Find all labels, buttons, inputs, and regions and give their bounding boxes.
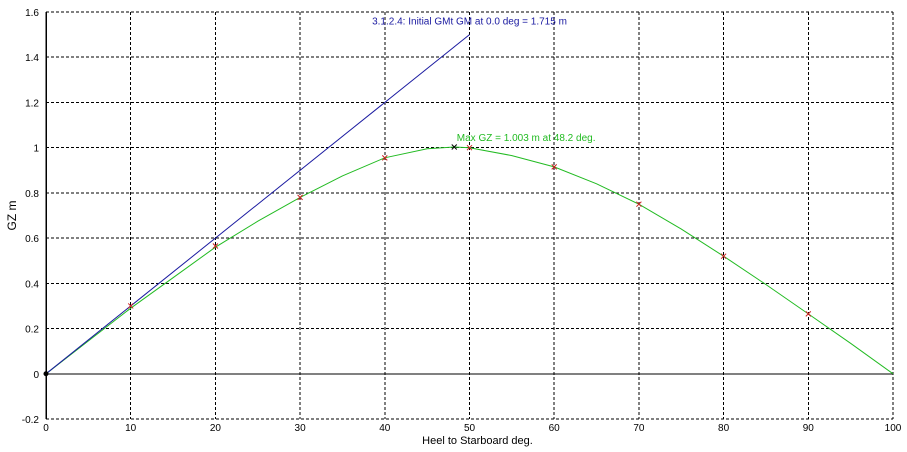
x-tick-label: 20	[210, 423, 222, 434]
x-tick-label: 90	[803, 423, 815, 434]
max-gz-annotation: Max GZ = 1.003 m at 48.2 deg.	[457, 133, 596, 144]
max-gz-marker	[451, 144, 458, 150]
y-tick-label: 1.2	[25, 98, 39, 109]
y-tick-label: 1	[33, 144, 39, 155]
y-tick-label: 0.8	[25, 189, 39, 200]
annotation-layer: 3.1.2.4: Initial GMt GM at 0.0 deg = 1.7…	[372, 16, 595, 143]
data-marker	[381, 154, 388, 161]
x-tick-label: 0	[43, 423, 49, 434]
data-marker	[805, 311, 812, 317]
data-marker	[720, 253, 727, 260]
gm-line	[45, 34, 470, 375]
gz-curve	[45, 146, 894, 375]
data-marker	[466, 144, 473, 151]
gm-annotation: 3.1.2.4: Initial GMt GM at 0.0 deg = 1.7…	[372, 16, 567, 27]
data-marker	[297, 194, 303, 201]
tick-labels: 0 10 20 30 40 50 60 70 80 90 100-0.200.20.40.60.81…	[22, 8, 902, 434]
y-tick-label: 0.2	[25, 325, 39, 336]
y-axis-label: GZ m	[5, 201, 19, 231]
data-marker	[551, 164, 558, 170]
x-tick-label: 40	[379, 423, 391, 434]
x-axis-label: Heel to Starboard deg.	[422, 435, 533, 447]
y-tick-label: 0	[33, 370, 39, 381]
marker-layer	[43, 144, 812, 377]
x-tick-label: 70	[633, 423, 645, 434]
y-tick-label: 1.6	[25, 8, 39, 19]
y-tick-label: 0.6	[25, 234, 39, 245]
origin-point	[43, 371, 49, 377]
x-tick-label: 10	[125, 423, 137, 434]
x-tick-label: 80	[718, 423, 730, 434]
x-tick-label: 100	[885, 423, 902, 434]
axes	[45, 12, 893, 419]
x-tick-label: 30	[295, 423, 307, 434]
grid-lines	[46, 11, 894, 420]
data-marker	[636, 201, 642, 208]
x-tick-label: 50	[464, 423, 476, 434]
y-tick-label: 1.4	[25, 53, 39, 64]
x-tick-label: 60	[549, 423, 561, 434]
y-tick-label: 0.4	[25, 279, 39, 290]
data-marker	[212, 243, 219, 249]
y-tick-label: -0.2	[22, 415, 40, 426]
data-marker	[127, 303, 134, 309]
series-layer	[45, 34, 894, 375]
